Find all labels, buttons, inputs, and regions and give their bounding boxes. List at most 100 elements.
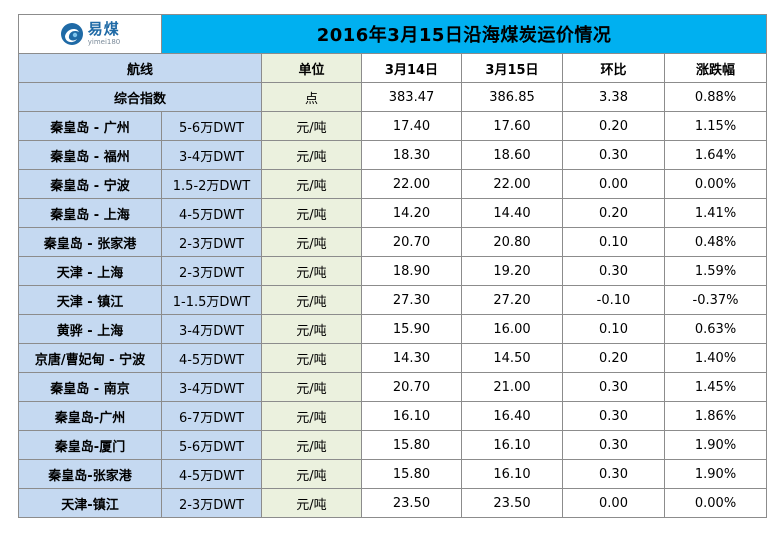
percent-cell: 1.15% (663, 111, 768, 141)
index-date-1: 383.47 (361, 82, 462, 112)
route-cell: 天津 - 镇江 (18, 285, 162, 315)
percent-cell: 1.41% (663, 198, 768, 228)
date-2-value-cell: 19.20 (461, 256, 563, 286)
ship-size-cell: 2-3万DWT (161, 256, 262, 286)
header-date-1: 3月14日 (361, 53, 462, 83)
route-cell: 秦皇岛 - 福州 (18, 140, 162, 170)
change-cell: 0.00 (562, 169, 665, 199)
index-row: 综合指数 点 383.47 386.85 3.38 0.88% (18, 82, 768, 112)
ship-size-cell: 1-1.5万DWT (161, 285, 262, 315)
change-cell: 0.30 (562, 430, 665, 460)
date-1-value-cell: 27.30 (361, 285, 462, 315)
date-2-value-cell: 14.50 (461, 343, 563, 373)
date-1-value-cell: 20.70 (361, 227, 462, 257)
page-title: 2016年3月15日沿海煤炭运价情况 (160, 14, 768, 54)
change-cell: 0.30 (562, 401, 665, 431)
table-row: 黄骅 - 上海 3-4万DWT 元/吨 15.90 16.00 0.10 0.63% (18, 314, 768, 344)
header-row: 航线 单位 3月14日 3月15日 环比 涨跌幅 (18, 53, 768, 83)
route-cell: 秦皇岛-广州 (18, 401, 162, 431)
table-row: 天津 - 上海 2-3万DWT 元/吨 18.90 19.20 0.30 1.59% (18, 256, 768, 286)
change-cell: 0.10 (562, 227, 665, 257)
change-cell: 0.30 (562, 459, 665, 489)
date-1-value-cell: 15.90 (361, 314, 462, 344)
logo: 易煤 yimei180 (20, 22, 161, 46)
date-2-value-cell: 18.60 (461, 140, 563, 170)
header-change: 环比 (562, 53, 665, 83)
change-cell: 0.00 (562, 488, 665, 518)
index-unit: 点 (261, 82, 362, 112)
percent-cell: 0.48% (663, 227, 768, 257)
change-cell: 0.30 (562, 372, 665, 402)
date-1-value-cell: 18.90 (361, 256, 462, 286)
unit-cell: 元/吨 (261, 343, 362, 373)
table-row: 秦皇岛-张家港 4-5万DWT 元/吨 15.80 16.10 0.30 1.90% (18, 459, 768, 489)
index-date-2: 386.85 (461, 82, 563, 112)
date-1-value-cell: 16.10 (361, 401, 462, 431)
date-2-value-cell: 23.50 (461, 488, 563, 518)
percent-cell: 0.00% (663, 169, 768, 199)
ship-size-cell: 5-6万DWT (161, 430, 262, 460)
ship-size-cell: 2-3万DWT (161, 488, 262, 518)
unit-cell: 元/吨 (261, 488, 362, 518)
percent-cell: 1.64% (663, 140, 768, 170)
unit-cell: 元/吨 (261, 459, 362, 489)
change-cell: 0.20 (562, 198, 665, 228)
ship-size-cell: 4-5万DWT (161, 459, 262, 489)
date-2-value-cell: 16.10 (461, 459, 563, 489)
change-cell: 0.20 (562, 111, 665, 141)
route-cell: 黄骅 - 上海 (18, 314, 162, 344)
freight-rate-table: 易煤 yimei180 2016年3月15日沿海煤炭运价情况 航线 单位 3月1… (18, 14, 768, 518)
table-row: 秦皇岛 - 宁波 1.5-2万DWT 元/吨 22.00 22.00 0.00 0.00% (18, 169, 768, 199)
percent-cell: 1.90% (663, 459, 768, 489)
percent-cell: 1.90% (663, 430, 768, 460)
ship-size-cell: 3-4万DWT (161, 140, 262, 170)
table-row: 秦皇岛 - 广州 5-6万DWT 元/吨 17.40 17.60 0.20 1.15% (18, 111, 768, 141)
table-row: 秦皇岛 - 南京 3-4万DWT 元/吨 20.70 21.00 0.30 1.45% (18, 372, 768, 402)
date-1-value-cell: 23.50 (361, 488, 462, 518)
date-2-value-cell: 17.60 (461, 111, 563, 141)
table-row: 秦皇岛 - 上海 4-5万DWT 元/吨 14.20 14.40 0.20 1.41% (18, 198, 768, 228)
date-2-value-cell: 27.20 (461, 285, 563, 315)
unit-cell: 元/吨 (261, 430, 362, 460)
table-row: 京唐/曹妃甸 - 宁波 4-5万DWT 元/吨 14.30 14.50 0.20 1.40% (18, 343, 768, 373)
logo-swirl-icon (60, 23, 83, 45)
date-1-value-cell: 18.30 (361, 140, 462, 170)
percent-cell: 1.86% (663, 401, 768, 431)
date-2-value-cell: 16.10 (461, 430, 563, 460)
unit-cell: 元/吨 (261, 198, 362, 228)
table-row: 天津 - 镇江 1-1.5万DWT 元/吨 27.30 27.20 -0.10 -0.37% (18, 285, 768, 315)
percent-cell: 0.63% (663, 314, 768, 344)
unit-cell: 元/吨 (261, 314, 362, 344)
change-cell: 0.20 (562, 343, 665, 373)
unit-cell: 元/吨 (261, 372, 362, 402)
date-2-value-cell: 16.40 (461, 401, 563, 431)
ship-size-cell: 5-6万DWT (161, 111, 262, 141)
header-percent: 涨跌幅 (663, 53, 768, 83)
table-row: 秦皇岛 - 张家港 2-3万DWT 元/吨 20.70 20.80 0.10 0.48% (18, 227, 768, 257)
date-1-value-cell: 15.80 (361, 430, 462, 460)
date-2-value-cell: 21.00 (461, 372, 563, 402)
route-cell: 天津-镇江 (18, 488, 162, 518)
change-cell: 0.10 (562, 314, 665, 344)
date-2-value-cell: 16.00 (461, 314, 563, 344)
unit-cell: 元/吨 (261, 227, 362, 257)
percent-cell: 1.59% (663, 256, 768, 286)
unit-cell: 元/吨 (261, 140, 362, 170)
change-cell: 0.30 (562, 140, 665, 170)
route-cell: 秦皇岛 - 上海 (18, 198, 162, 228)
ship-size-cell: 6-7万DWT (161, 401, 262, 431)
table-row: 秦皇岛 - 福州 3-4万DWT 元/吨 18.30 18.60 0.30 1.64% (18, 140, 768, 170)
ship-size-cell: 3-4万DWT (161, 372, 262, 402)
route-cell: 秦皇岛 - 南京 (18, 372, 162, 402)
percent-cell: -0.37% (663, 285, 768, 315)
date-1-value-cell: 14.20 (361, 198, 462, 228)
route-cell: 秦皇岛 - 广州 (18, 111, 162, 141)
header-date-2: 3月15日 (461, 53, 563, 83)
index-change: 3.38 (562, 82, 665, 112)
table-row: 秦皇岛-广州 6-7万DWT 元/吨 16.10 16.40 0.30 1.86% (18, 401, 768, 431)
freight-rate-table-container: 易煤 yimei180 2016年3月15日沿海煤炭运价情况 航线 单位 3月1… (18, 14, 768, 518)
route-cell: 秦皇岛 - 张家港 (18, 227, 162, 257)
date-1-value-cell: 20.70 (361, 372, 462, 402)
logo-cell: 易煤 yimei180 (18, 14, 162, 54)
unit-cell: 元/吨 (261, 169, 362, 199)
